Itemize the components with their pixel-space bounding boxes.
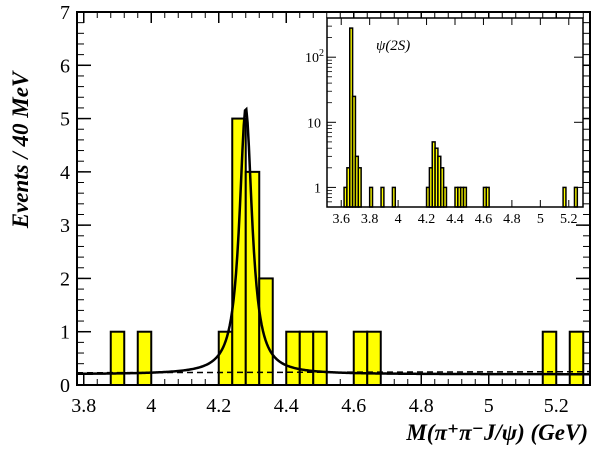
main-x-tick-label-1: 4 [146, 395, 156, 417]
main-bar-10 [366, 330, 382, 387]
main-x-tick-label-5: 4.8 [409, 395, 434, 417]
main-y-tick-label-2: 2 [60, 268, 70, 290]
main-plot-frame [76, 11, 591, 386]
main-y-tick-label-6: 6 [60, 55, 70, 77]
main-x-axis-label: M(π⁺π⁻J/ψ) (GeV) [405, 420, 588, 445]
inset-bar-15 [442, 186, 448, 208]
main-x-tick-label-2: 4.2 [206, 395, 231, 417]
inset-bar-7 [380, 186, 385, 208]
inset-bar-8 [391, 186, 397, 208]
main-x-tick-label-0: 3.8 [71, 395, 96, 417]
main-x-tick-label-6: 5 [484, 395, 494, 417]
inset-x-tick-label-1: 3.8 [361, 212, 379, 227]
inset-bar-19 [462, 186, 468, 208]
inset-x-tick-label-8: 5.2 [560, 212, 578, 227]
inset-y-tick-label-0: 1 [314, 181, 321, 196]
inset-x-tick-label-5: 4.6 [475, 212, 493, 227]
inset-bar-22 [562, 186, 567, 208]
inset-x-tick-label-4: 4.4 [446, 212, 464, 227]
inset-bar-23 [573, 186, 579, 208]
main-y-tick-label-7: 7 [60, 2, 70, 24]
main-y-tick-label-1: 1 [60, 322, 70, 344]
main-x-tick-label-3: 4.4 [274, 395, 299, 417]
main-y-tick-label-3: 3 [60, 215, 70, 237]
main-y-ticks: 0 1 2 3 4 5 6 7 [60, 2, 590, 397]
main-bar-5 [258, 277, 274, 386]
main-y-tick-label-4: 4 [60, 162, 70, 184]
inset-x-tick-label-6: 4.8 [503, 212, 521, 227]
main-bar-7 [298, 330, 315, 387]
main-bar-8 [312, 330, 328, 387]
main-bar-11 [541, 330, 558, 387]
inset-x-tick-label-0: 3.6 [332, 212, 350, 227]
main-y-axis-label: Events / 40 MeV [8, 70, 33, 229]
main-x-tick-label-7: 5.2 [544, 395, 569, 417]
inset-bar-5 [357, 167, 362, 208]
inset-x-tick-label-7: 5 [537, 212, 544, 227]
inset-x-tick-label-3: 4.2 [418, 212, 436, 227]
main-x-ticks: 3.8 4 4.2 4.4 4.6 4.8 5 5.2 [71, 12, 584, 417]
inset-x-tick-label-2: 4 [395, 212, 402, 227]
inset-bar-21 [485, 186, 490, 208]
main-bar-6 [285, 330, 301, 387]
inset-x-ticks: 3.6 3.8 4 4.2 4.4 4.6 4.8 5 5.2 [332, 18, 578, 227]
main-y-tick-label-5: 5 [60, 109, 70, 131]
psi-2s-annotation: ψ(2S) [376, 38, 410, 54]
signal-fit-curve [77, 106, 590, 376]
inset-background [327, 18, 583, 207]
main-bar-3 [231, 117, 247, 386]
main-bar-12 [568, 330, 585, 387]
main-bar-1 [136, 330, 153, 387]
main-bar-0 [109, 330, 126, 387]
main-x-tick-label-4: 4.6 [341, 395, 366, 417]
main-histogram-plot: 3.8 4 4.2 4.4 4.6 4.8 5 5.2 0 1 2 3 4 5 6 7 M(π⁺π⁻J/ψ)… [8, 2, 591, 445]
main-bar-9 [352, 330, 369, 387]
main-y-tick-label-0: 0 [60, 375, 70, 397]
inset-y-tick-label-1: 10 [307, 116, 321, 131]
